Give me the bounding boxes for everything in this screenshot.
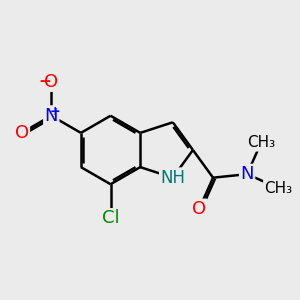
Text: CH₃: CH₃: [264, 181, 292, 196]
Text: +: +: [50, 105, 61, 118]
Text: NH: NH: [160, 169, 185, 187]
Text: CH₃: CH₃: [247, 135, 275, 150]
Text: O: O: [14, 124, 29, 142]
Text: O: O: [44, 73, 58, 91]
Text: N: N: [44, 107, 58, 125]
Text: −: −: [39, 74, 52, 89]
Text: O: O: [192, 200, 206, 218]
Text: Cl: Cl: [102, 209, 119, 227]
Text: N: N: [240, 165, 254, 183]
